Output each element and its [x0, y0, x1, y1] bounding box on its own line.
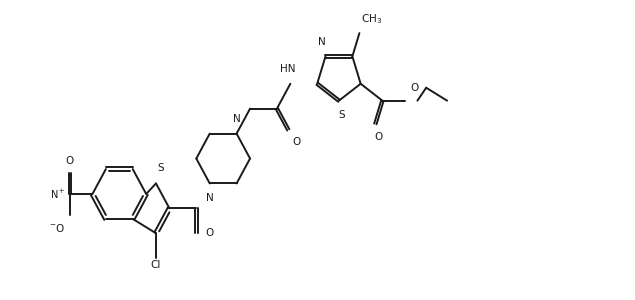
Text: O: O — [292, 137, 300, 148]
Text: N: N — [206, 193, 213, 203]
Text: $^{-}$O: $^{-}$O — [50, 222, 65, 234]
Text: O: O — [410, 83, 418, 93]
Text: Cl: Cl — [151, 260, 161, 270]
Text: O: O — [206, 228, 213, 238]
Text: S: S — [157, 163, 164, 172]
Text: N: N — [232, 114, 241, 124]
Text: O: O — [65, 156, 74, 166]
Text: HN: HN — [279, 64, 295, 74]
Text: O: O — [374, 131, 382, 142]
Text: S: S — [338, 110, 345, 121]
Text: N$^+$: N$^+$ — [50, 188, 65, 200]
Text: N: N — [318, 37, 325, 46]
Text: CH$_3$: CH$_3$ — [361, 12, 383, 26]
